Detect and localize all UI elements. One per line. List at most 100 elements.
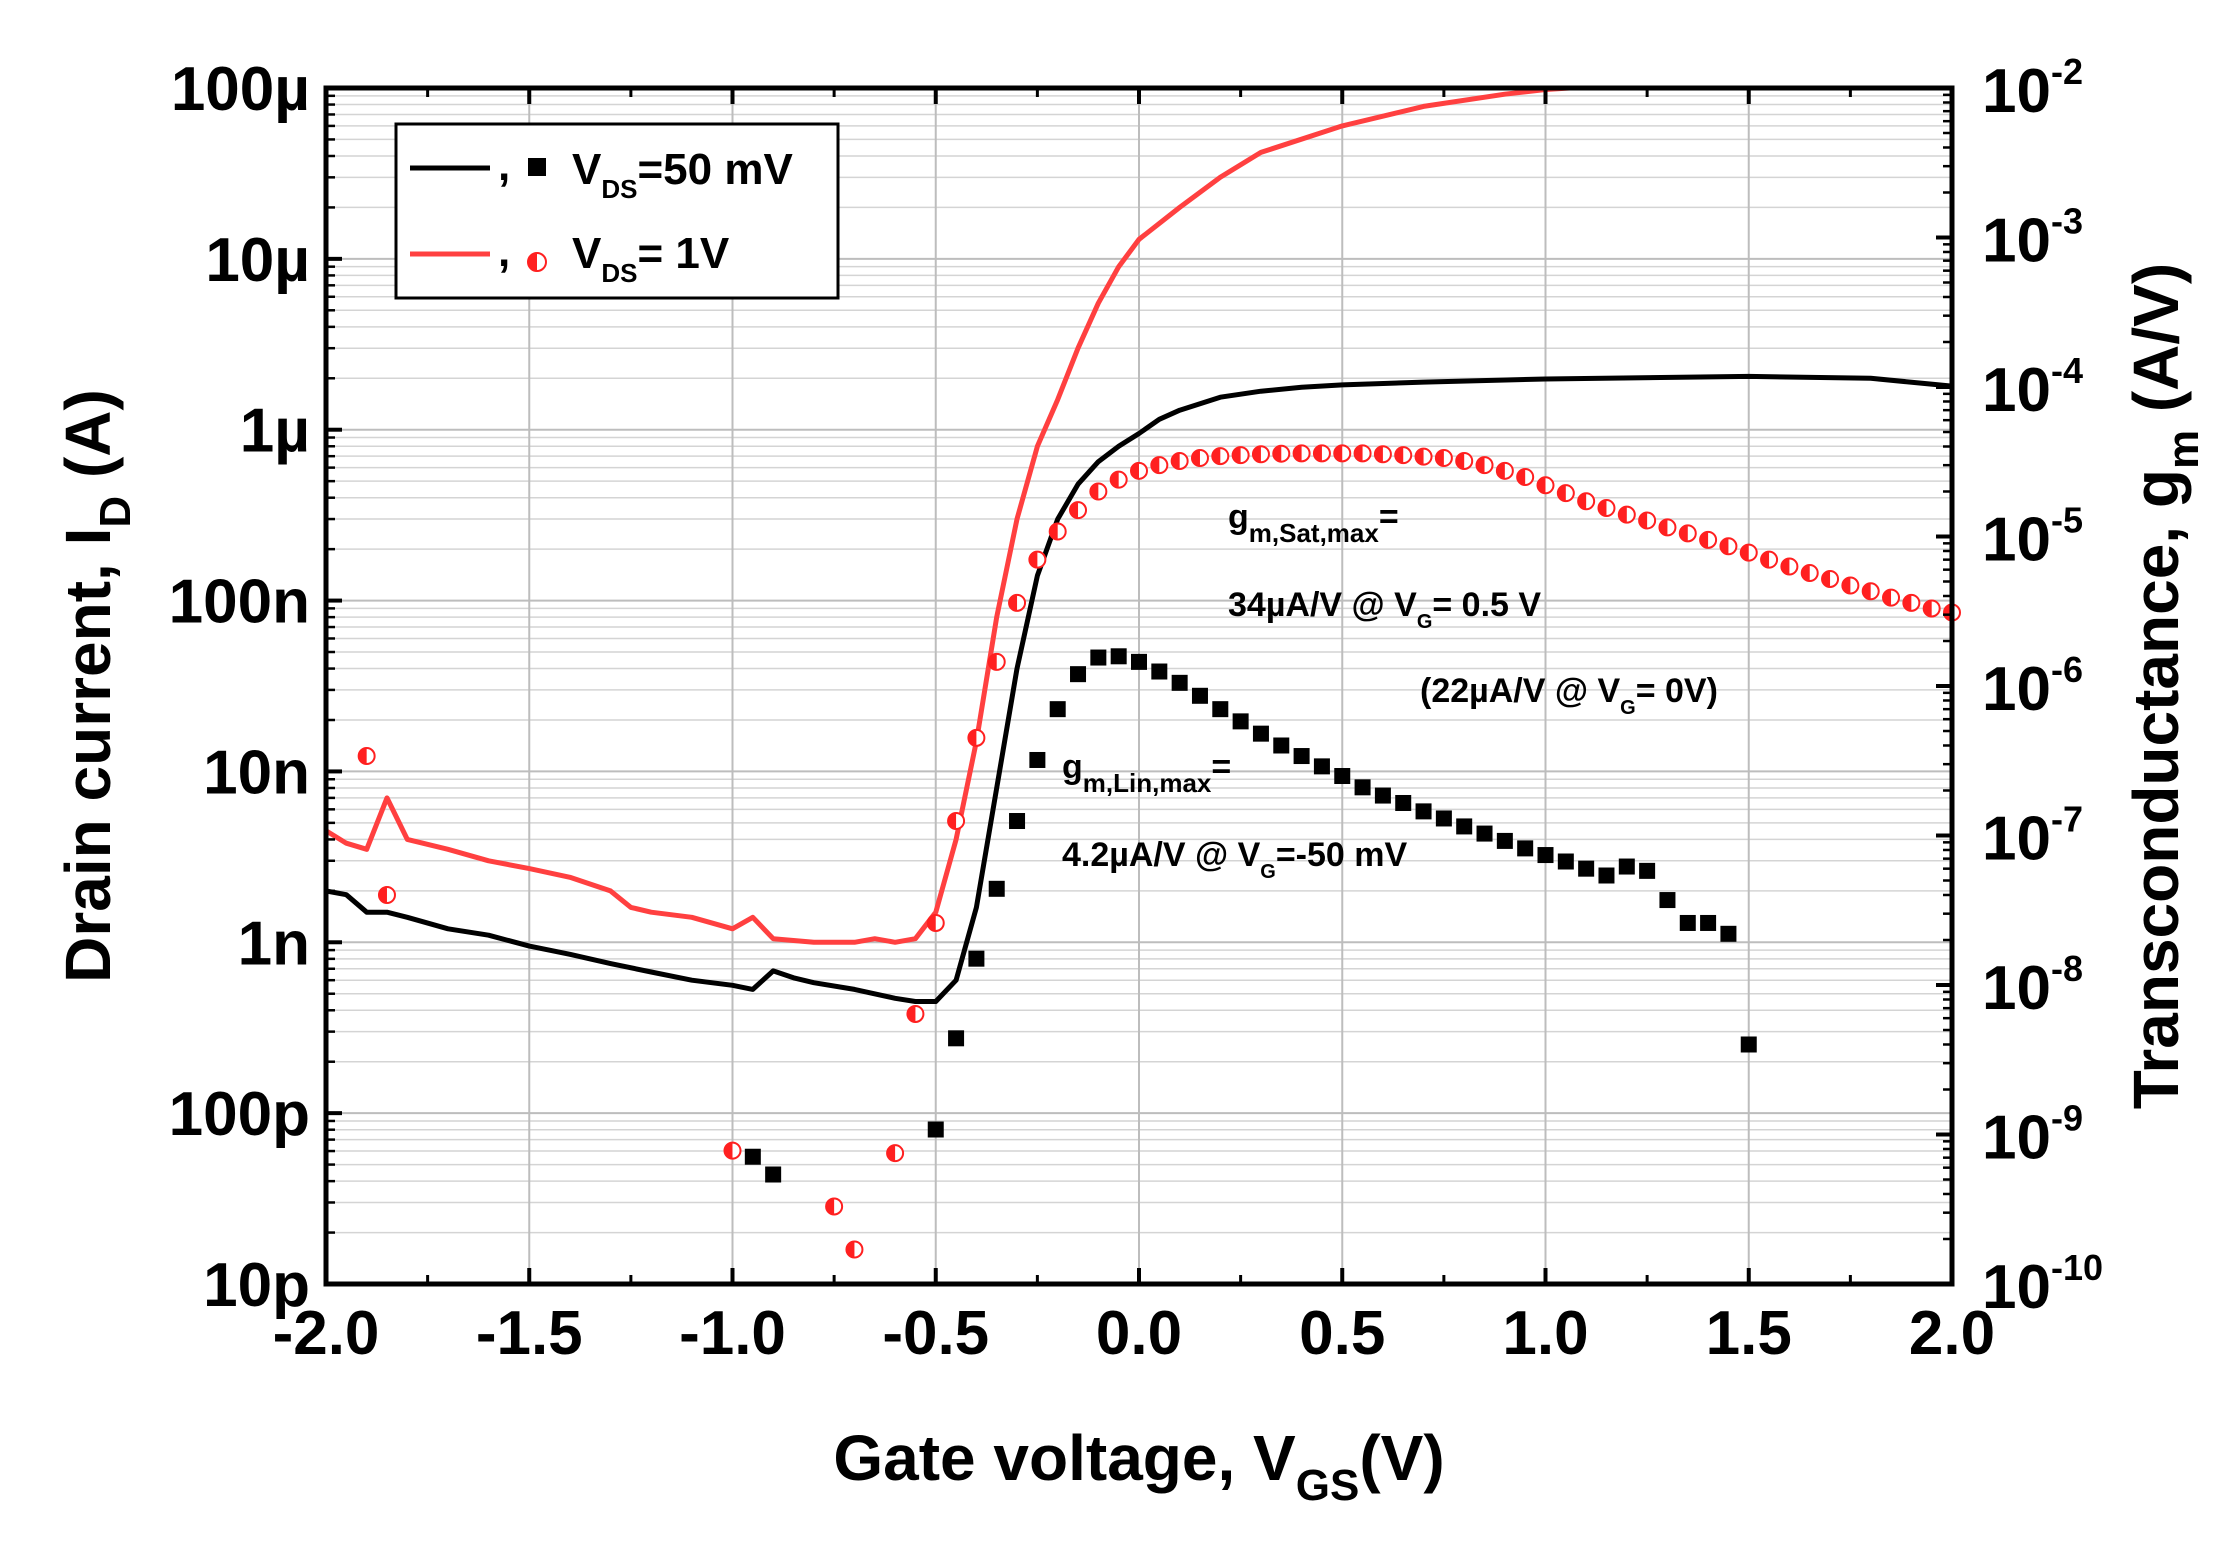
gm-point-50mv — [1740, 1036, 1757, 1053]
gm-point-1v — [1211, 447, 1230, 466]
y-right-tick-label: 10-3 — [1982, 201, 2083, 276]
gm-point-1v — [1902, 593, 1921, 612]
legend-comma-50mv: , — [498, 141, 510, 190]
y-left-tick-label: 100µ — [171, 55, 310, 124]
gm-point-1v — [947, 812, 966, 831]
gm-point-50mv — [1354, 779, 1371, 796]
gm-point-1v — [1882, 588, 1901, 607]
x-tick-label: -2.0 — [273, 1299, 380, 1368]
gm-point-50mv — [1191, 687, 1208, 704]
gm-point-1v — [1170, 451, 1189, 470]
gm-point-50mv — [948, 1030, 965, 1047]
legend-comma-1v: , — [498, 227, 510, 276]
gm-point-1v — [1434, 449, 1453, 468]
gm-point-50mv — [988, 880, 1005, 897]
gm-point-1v — [845, 1240, 864, 1259]
gm-point-1v — [1455, 451, 1474, 470]
gm-point-1v — [1516, 468, 1535, 487]
gm-point-1v — [1556, 484, 1575, 503]
gm-point-50mv — [1659, 892, 1676, 909]
gm-point-50mv — [1618, 858, 1635, 875]
gm-point-1v — [1333, 444, 1352, 463]
legend-label-50mv: VDS=50 mV — [572, 145, 793, 204]
gm-point-50mv — [1435, 810, 1452, 827]
axis-ticks — [324, 86, 1954, 1286]
gm-point-50mv — [968, 950, 985, 967]
gm-point-50mv — [1557, 853, 1574, 870]
x-tick-label: -1.5 — [476, 1299, 583, 1368]
gm-point-1v — [1048, 522, 1067, 541]
y-right-tick-labels: 10-10 10-9 10-8 10-7 10-6 10-5 10-4 10-3 10-2 — [1982, 51, 2103, 1322]
x-tick-label: 1.5 — [1706, 1299, 1792, 1368]
gm-point-50mv — [1273, 737, 1290, 754]
gm-point-50mv — [1232, 713, 1249, 730]
x-tick-label: -0.5 — [882, 1299, 989, 1368]
gm-point-50mv — [1313, 758, 1330, 775]
series-lines — [326, 88, 1952, 1004]
gm-point-1v — [1739, 543, 1758, 562]
annotation-gm-lin-value: 4.2µA/V @ VG=-50 mV — [1062, 836, 1408, 883]
gm-point-1v — [967, 728, 986, 747]
x-tick-label: -1.0 — [679, 1299, 786, 1368]
y-left-tick-labels: 10p 100p 1n 10n 100n 1µ 10µ 100µ — [169, 55, 310, 1320]
y-left-tick-label: 10µ — [205, 226, 310, 295]
gm-point-1v — [1414, 447, 1433, 466]
gm-point-1v — [1292, 444, 1311, 463]
x-tick-label: 2.0 — [1909, 1299, 1995, 1368]
gm-point-50mv — [1700, 914, 1717, 931]
gm-point-50mv — [1415, 803, 1432, 820]
gm-point-1v — [1760, 550, 1779, 569]
y-right-tick-label: 10-6 — [1982, 649, 2083, 724]
gm-point-50mv — [1090, 649, 1107, 666]
gm-point-50mv — [1578, 860, 1595, 877]
gm-point-1v — [1353, 444, 1372, 463]
gm-point-50mv — [1212, 701, 1229, 718]
y-right-tick-label: 10-8 — [1982, 948, 2083, 1023]
gm-point-1v — [906, 1004, 925, 1023]
gm-point-1v — [1394, 446, 1413, 465]
gm-point-1v — [1821, 569, 1840, 588]
gm-point-1v — [1638, 511, 1657, 530]
gm-point-1v — [1475, 456, 1494, 475]
gm-point-50mv — [1639, 862, 1656, 879]
annotation-gm-sat-label: gm,Sat,max= — [1228, 498, 1399, 548]
gm-point-50mv — [1476, 825, 1493, 842]
gm-point-50mv — [927, 1121, 944, 1138]
y-right-tick-label: 10-2 — [1982, 51, 2083, 126]
y-left-axis-title: Drain current, ID (A) — [52, 389, 140, 983]
y-left-tick-label: 10n — [203, 738, 310, 807]
y-right-tick-label: 10-4 — [1982, 350, 2083, 425]
y-left-tick-label: 1n — [238, 909, 310, 978]
gm-point-1v — [1719, 537, 1738, 556]
gm-point-50mv — [1598, 867, 1615, 884]
gm-point-50mv — [1679, 914, 1696, 931]
series-markers — [357, 444, 1961, 1259]
annotation-gm-sat-value: 34µA/V @ VG= 0.5 V — [1228, 586, 1541, 633]
x-tick-labels: -2.0 -1.5 -1.0 -0.5 0.0 0.5 1.0 1.5 2.0 — [273, 1299, 1996, 1368]
gm-point-50mv — [1070, 666, 1087, 683]
gm-point-50mv — [1334, 768, 1351, 785]
gm-point-1v — [1658, 518, 1677, 537]
gm-point-50mv — [1151, 663, 1168, 680]
series-line-1 — [326, 88, 1610, 945]
gm-point-50mv — [1252, 725, 1269, 742]
gm-point-1v — [1617, 505, 1636, 524]
gm-point-50mv — [1110, 648, 1127, 665]
gm-point-1v — [825, 1197, 844, 1216]
gm-point-50mv — [744, 1148, 761, 1165]
legend: , VDS=50 mV , VDS= 1V — [394, 122, 840, 300]
gm-point-1v — [1251, 445, 1270, 464]
gm-point-1v — [886, 1144, 905, 1163]
gm-point-50mv — [1456, 818, 1473, 835]
y-left-tick-label: 100n — [169, 568, 310, 637]
gm-point-1v — [1922, 599, 1941, 618]
gm-point-50mv — [1171, 674, 1188, 691]
gm-point-1v — [1800, 563, 1819, 582]
gm-point-1v — [1231, 446, 1250, 465]
legend-box — [394, 122, 840, 300]
gm-point-50mv — [1029, 751, 1046, 768]
gm-point-1v — [926, 913, 945, 932]
gm-point-1v — [1109, 470, 1128, 489]
gm-point-1v — [377, 885, 396, 904]
